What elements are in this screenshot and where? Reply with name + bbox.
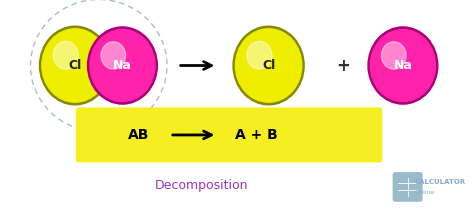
Circle shape [88,27,157,104]
Circle shape [370,30,436,101]
Circle shape [53,41,78,69]
Text: +: + [337,56,351,74]
FancyBboxPatch shape [392,172,423,202]
FancyBboxPatch shape [76,107,383,162]
Circle shape [236,29,302,102]
Text: Cl: Cl [262,59,275,72]
Circle shape [42,29,108,102]
Text: A + B: A + B [236,128,278,142]
Circle shape [246,41,272,69]
Text: Na: Na [113,59,132,72]
Text: Online: Online [415,190,435,195]
Circle shape [233,26,304,105]
Circle shape [382,42,406,69]
Text: NaCl: NaCl [86,132,112,142]
Text: Na: Na [393,59,412,72]
Circle shape [39,26,110,105]
Text: Decomposition: Decomposition [155,179,248,192]
Circle shape [90,30,155,101]
Text: CALCULATOR: CALCULATOR [415,179,466,185]
Text: AB: AB [128,128,149,142]
Circle shape [368,27,438,104]
Text: Cl: Cl [68,59,82,72]
Circle shape [101,42,126,69]
